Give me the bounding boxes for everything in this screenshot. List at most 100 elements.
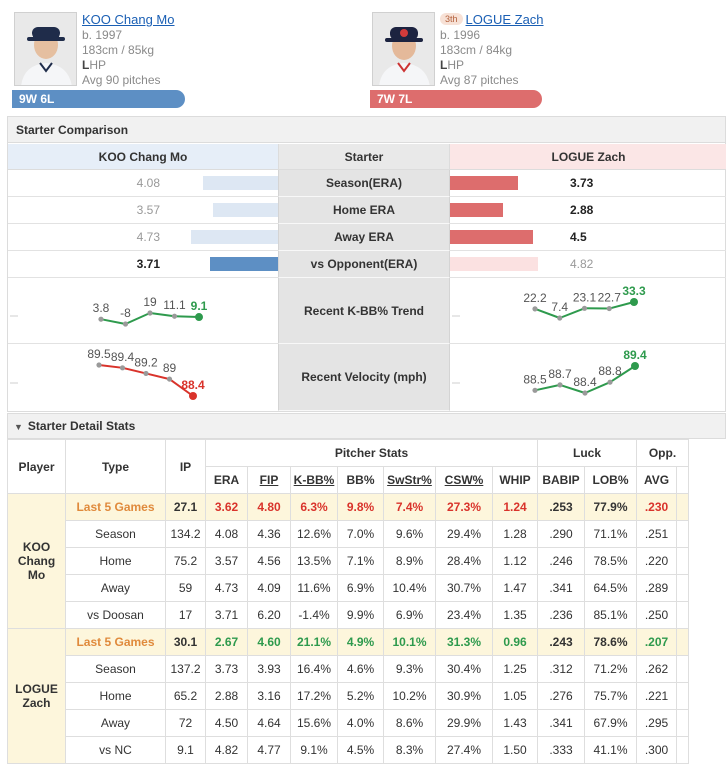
player-card-koo: KOO Chang Mo b. 1997 183cm / 85kg LHP Av… [12, 10, 185, 108]
velocity-row: 89.5 89.4 89.2 89 88.4 Recent Velocity (mph)… [8, 344, 726, 411]
col-kbb[interactable]: K-BB% [290, 466, 338, 494]
cell-bb: 4.0% [337, 709, 384, 737]
col-babip: BABIP [537, 466, 585, 494]
data-point [171, 313, 178, 319]
data-point [532, 387, 538, 393]
series-line-segment [609, 365, 636, 384]
birth-year: b. 1997 [82, 28, 123, 42]
player-name-link-logue[interactable]: LOGUE Zach [465, 12, 544, 27]
cell-bb: 7.1% [337, 547, 384, 575]
comparison-label: Home ERA [278, 197, 450, 224]
cell-bb: 6.9% [337, 574, 384, 602]
comparison-right-bar [450, 230, 533, 244]
cell-ip: 134.2 [165, 520, 206, 548]
cell-babip: .243 [537, 628, 585, 656]
series-line-segment [534, 307, 561, 319]
series-line-segment [168, 378, 194, 397]
player-name-link-koo[interactable]: KOO Chang Mo [82, 12, 175, 27]
cell-ip: 27.1 [165, 493, 206, 521]
player-name-line: LOGUE [15, 682, 58, 696]
cell-lob: 67.9% [584, 709, 637, 737]
cell-overflow [676, 574, 689, 602]
data-point [96, 362, 102, 368]
avg-pitches: Avg 90 pitches [82, 73, 161, 87]
cell-bb: 4.6% [337, 655, 384, 683]
series-line-segment [145, 372, 170, 381]
comparison-left-bar [213, 203, 278, 217]
rank-badge: 3th [440, 13, 463, 25]
comparison-left-cell: 4.08 [8, 170, 278, 197]
cell-csw: 23.4% [435, 601, 493, 629]
data-point [532, 306, 538, 312]
data-label: -8 [120, 306, 131, 320]
data-point [119, 365, 126, 371]
comparison-right-bar [450, 203, 503, 217]
hand-rest: HP [89, 58, 107, 72]
comparison-label: Season(ERA) [278, 170, 450, 197]
data-point [631, 362, 639, 370]
cell-lob: 78.5% [584, 547, 637, 575]
row-type: Season [65, 520, 166, 548]
cell-babip: .290 [537, 520, 585, 548]
height-weight: 183cm / 84kg [440, 43, 513, 57]
data-point [630, 298, 638, 306]
cell-bb: 9.8% [337, 493, 384, 521]
velocity-chart-left: 89.5 89.4 89.2 89 88.4 [8, 344, 278, 411]
row-type: Last 5 Games [65, 493, 166, 521]
data-label: 11.1 [163, 298, 186, 312]
cell-kbb: 17.2% [290, 682, 338, 710]
comparison-left-value: 4.73 [136, 230, 160, 244]
table-row: Season 137.2 3.73 3.93 16.4% 4.6% 9.3% 30.4% 1.2… [8, 655, 689, 683]
cell-avg: .251 [636, 520, 677, 548]
cell-ip: 137.2 [165, 655, 206, 683]
cell-whip: 1.12 [492, 547, 538, 575]
cell-ip: 59 [165, 574, 206, 602]
cell-ip: 65.2 [165, 682, 206, 710]
data-label: 22.2 [523, 291, 547, 305]
header-left-player: KOO Chang Mo [8, 144, 278, 170]
record-bar-koo: 9W 6L [12, 90, 185, 108]
cell-kbb: 6.3% [290, 493, 338, 521]
comparison-right-bar [450, 257, 538, 271]
cell-fip: 4.60 [247, 628, 291, 656]
cell-kbb: 13.5% [290, 547, 338, 575]
col-player: Player [7, 439, 66, 494]
col-csw[interactable]: CSW% [435, 466, 493, 494]
data-label: 89 [163, 361, 177, 375]
kbb-trend-chart-koo: 3.8 -8 19 11.1 9.1 [10, 295, 208, 327]
birth-year: b. 1996 [440, 28, 481, 42]
data-label: 33.3 [622, 284, 646, 298]
cell-bb: 4.5% [337, 736, 384, 764]
data-point [581, 305, 588, 311]
data-label: 89.4 [111, 350, 135, 364]
data-point [166, 376, 173, 382]
player-info-logue: 3th LOGUE Zach b. 1996 183cm / 84kg LHP A… [440, 12, 640, 87]
table-row: vs NC 9.1 4.82 4.77 9.1% 4.5% 8.3% 27.4% 1.50.33… [8, 736, 689, 764]
cell-babip: .312 [537, 655, 585, 683]
cell-babip: .341 [537, 709, 585, 737]
cell-fip: 3.93 [247, 655, 291, 683]
cell-kbb: -1.4% [290, 601, 338, 629]
comparison-right-cell: 4.82 [450, 251, 726, 278]
detail-stats-toggle[interactable]: ▼ Starter Detail Stats [7, 413, 726, 439]
cell-avg: .220 [636, 547, 677, 575]
col-swstr[interactable]: SwStr% [383, 466, 436, 494]
col-fip[interactable]: FIP [247, 466, 291, 494]
cell-ip: 17 [165, 601, 206, 629]
data-point [189, 392, 197, 400]
cell-kbb: 21.1% [290, 628, 338, 656]
cell-overflow [676, 736, 689, 764]
kbb-trend-chart-logue: 22.2 7.4 23.1 22.7 33.3 [452, 284, 646, 321]
cell-kbb: 11.6% [290, 574, 338, 602]
cell-lob: 85.1% [584, 601, 637, 629]
cell-swstr: 8.6% [383, 709, 436, 737]
player-photo-koo [14, 12, 77, 86]
data-point [557, 382, 563, 388]
kbb-label: Recent K-BB% Trend [278, 278, 450, 344]
header-right-player: LOGUE Zach [450, 144, 726, 170]
cell-era: 3.73 [205, 655, 248, 683]
cell-whip: 1.43 [492, 709, 538, 737]
cell-bb: 4.9% [337, 628, 384, 656]
data-label: 3.8 [93, 301, 110, 315]
col-era: ERA [205, 466, 248, 494]
